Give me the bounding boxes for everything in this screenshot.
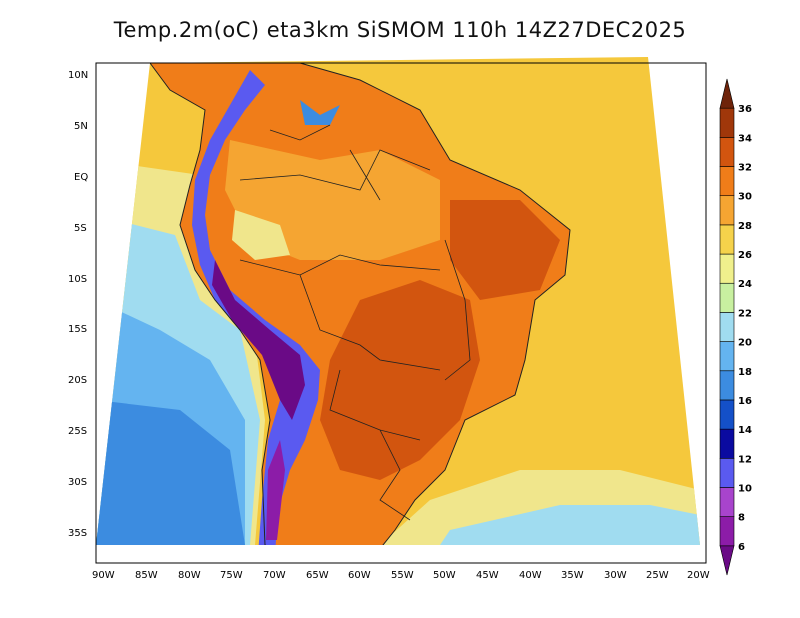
venezuela-highlands: [300, 100, 340, 125]
amazon-mild: [232, 210, 290, 260]
lon-label: 40W: [519, 570, 542, 581]
colorbar-label: 8: [738, 513, 745, 524]
colorbar-swatch: [719, 224, 735, 255]
lat-label: 5S: [74, 223, 87, 234]
colorbar-swatch: [719, 282, 735, 313]
country-borders: [239, 124, 471, 521]
colorbar-label: 24: [738, 279, 752, 290]
map-border: [95, 62, 707, 564]
lat-label: 35S: [68, 528, 87, 539]
colorbar-swatch: [719, 253, 735, 284]
colorbar-swatch: [719, 428, 735, 459]
hot-core-northeast: [450, 200, 560, 300]
colorbar-label: 26: [738, 250, 752, 261]
lon-label: 60W: [348, 570, 371, 581]
colorbar-label: 20: [738, 338, 752, 349]
lon-label: 90W: [92, 570, 115, 581]
lon-label: 35W: [561, 570, 584, 581]
colorbar-swatch: [719, 545, 735, 576]
colorbar-label: 12: [738, 454, 752, 465]
colorbar-swatch: [719, 166, 735, 197]
colorbar-swatch: [719, 341, 735, 372]
map-title: Temp.2m(oC) eta3km SiSMOM 110h 14Z27DEC2…: [113, 18, 687, 42]
lat-label: 15S: [68, 324, 87, 335]
coastline: [149, 62, 571, 545]
colorbar-label: 32: [738, 163, 752, 174]
colorbar-swatch: [719, 107, 735, 138]
andes-south-cold: [266, 440, 285, 540]
andes-cold: [192, 70, 320, 545]
atlantic-cool: [440, 505, 700, 545]
colorbar-label: 10: [738, 483, 752, 494]
colorbar-label: 16: [738, 396, 752, 407]
colorbar-swatch: [719, 370, 735, 401]
lat-label: 20S: [68, 375, 87, 386]
lon-label: 45W: [476, 570, 499, 581]
colorbar-swatch: [719, 137, 735, 167]
lon-label: 50W: [433, 570, 456, 581]
colorbar-swatch: [719, 487, 735, 517]
colorbar-swatch: [719, 78, 735, 109]
lon-label: 55W: [391, 570, 414, 581]
colorbar-label: 6: [738, 542, 745, 553]
colorbar-label: 22: [738, 308, 752, 319]
colorbar-label: 34: [738, 133, 752, 144]
colorbar-swatch: [719, 399, 735, 430]
hot-core-south: [320, 280, 480, 480]
longitude-axis: 90W 85W 80W 75W 70W 65W 60W 55W 50W 45W …: [92, 570, 710, 581]
colorbar-swatch: [719, 312, 735, 342]
lon-label: 25W: [646, 570, 669, 581]
colorbar-swatch: [719, 195, 735, 226]
lon-label: 70W: [263, 570, 286, 581]
lat-label: 10N: [68, 70, 88, 81]
lon-label: 20W: [687, 570, 710, 581]
pacific-cold: [96, 400, 245, 545]
andes-coldest: [212, 260, 305, 420]
lon-label: 75W: [220, 570, 243, 581]
lon-label: 65W: [306, 570, 329, 581]
colorbar-label: 30: [738, 192, 752, 203]
lat-label: 5N: [74, 121, 88, 132]
latitude-axis: 10N 5N EQ 5S 10S 15S 20S 25S 30S 35S: [68, 70, 88, 539]
lat-label: 10S: [68, 274, 87, 285]
colorbar: 6 8 10 12 14 16 18 20 22 24 26 28 30 32 34 36: [719, 78, 752, 576]
colorbar-label: 36: [738, 104, 752, 115]
lon-label: 80W: [178, 570, 201, 581]
lat-label: EQ: [74, 172, 88, 183]
colorbar-label: 18: [738, 367, 752, 378]
lon-label: 30W: [604, 570, 627, 581]
lat-label: 30S: [68, 477, 87, 488]
colorbar-label: 28: [738, 221, 752, 232]
temperature-field: [96, 57, 700, 545]
colorbar-swatch: [719, 516, 735, 547]
colorbar-swatch: [719, 457, 735, 488]
colorbar-label: 14: [738, 425, 752, 436]
lat-label: 25S: [68, 426, 87, 437]
lon-label: 85W: [135, 570, 158, 581]
